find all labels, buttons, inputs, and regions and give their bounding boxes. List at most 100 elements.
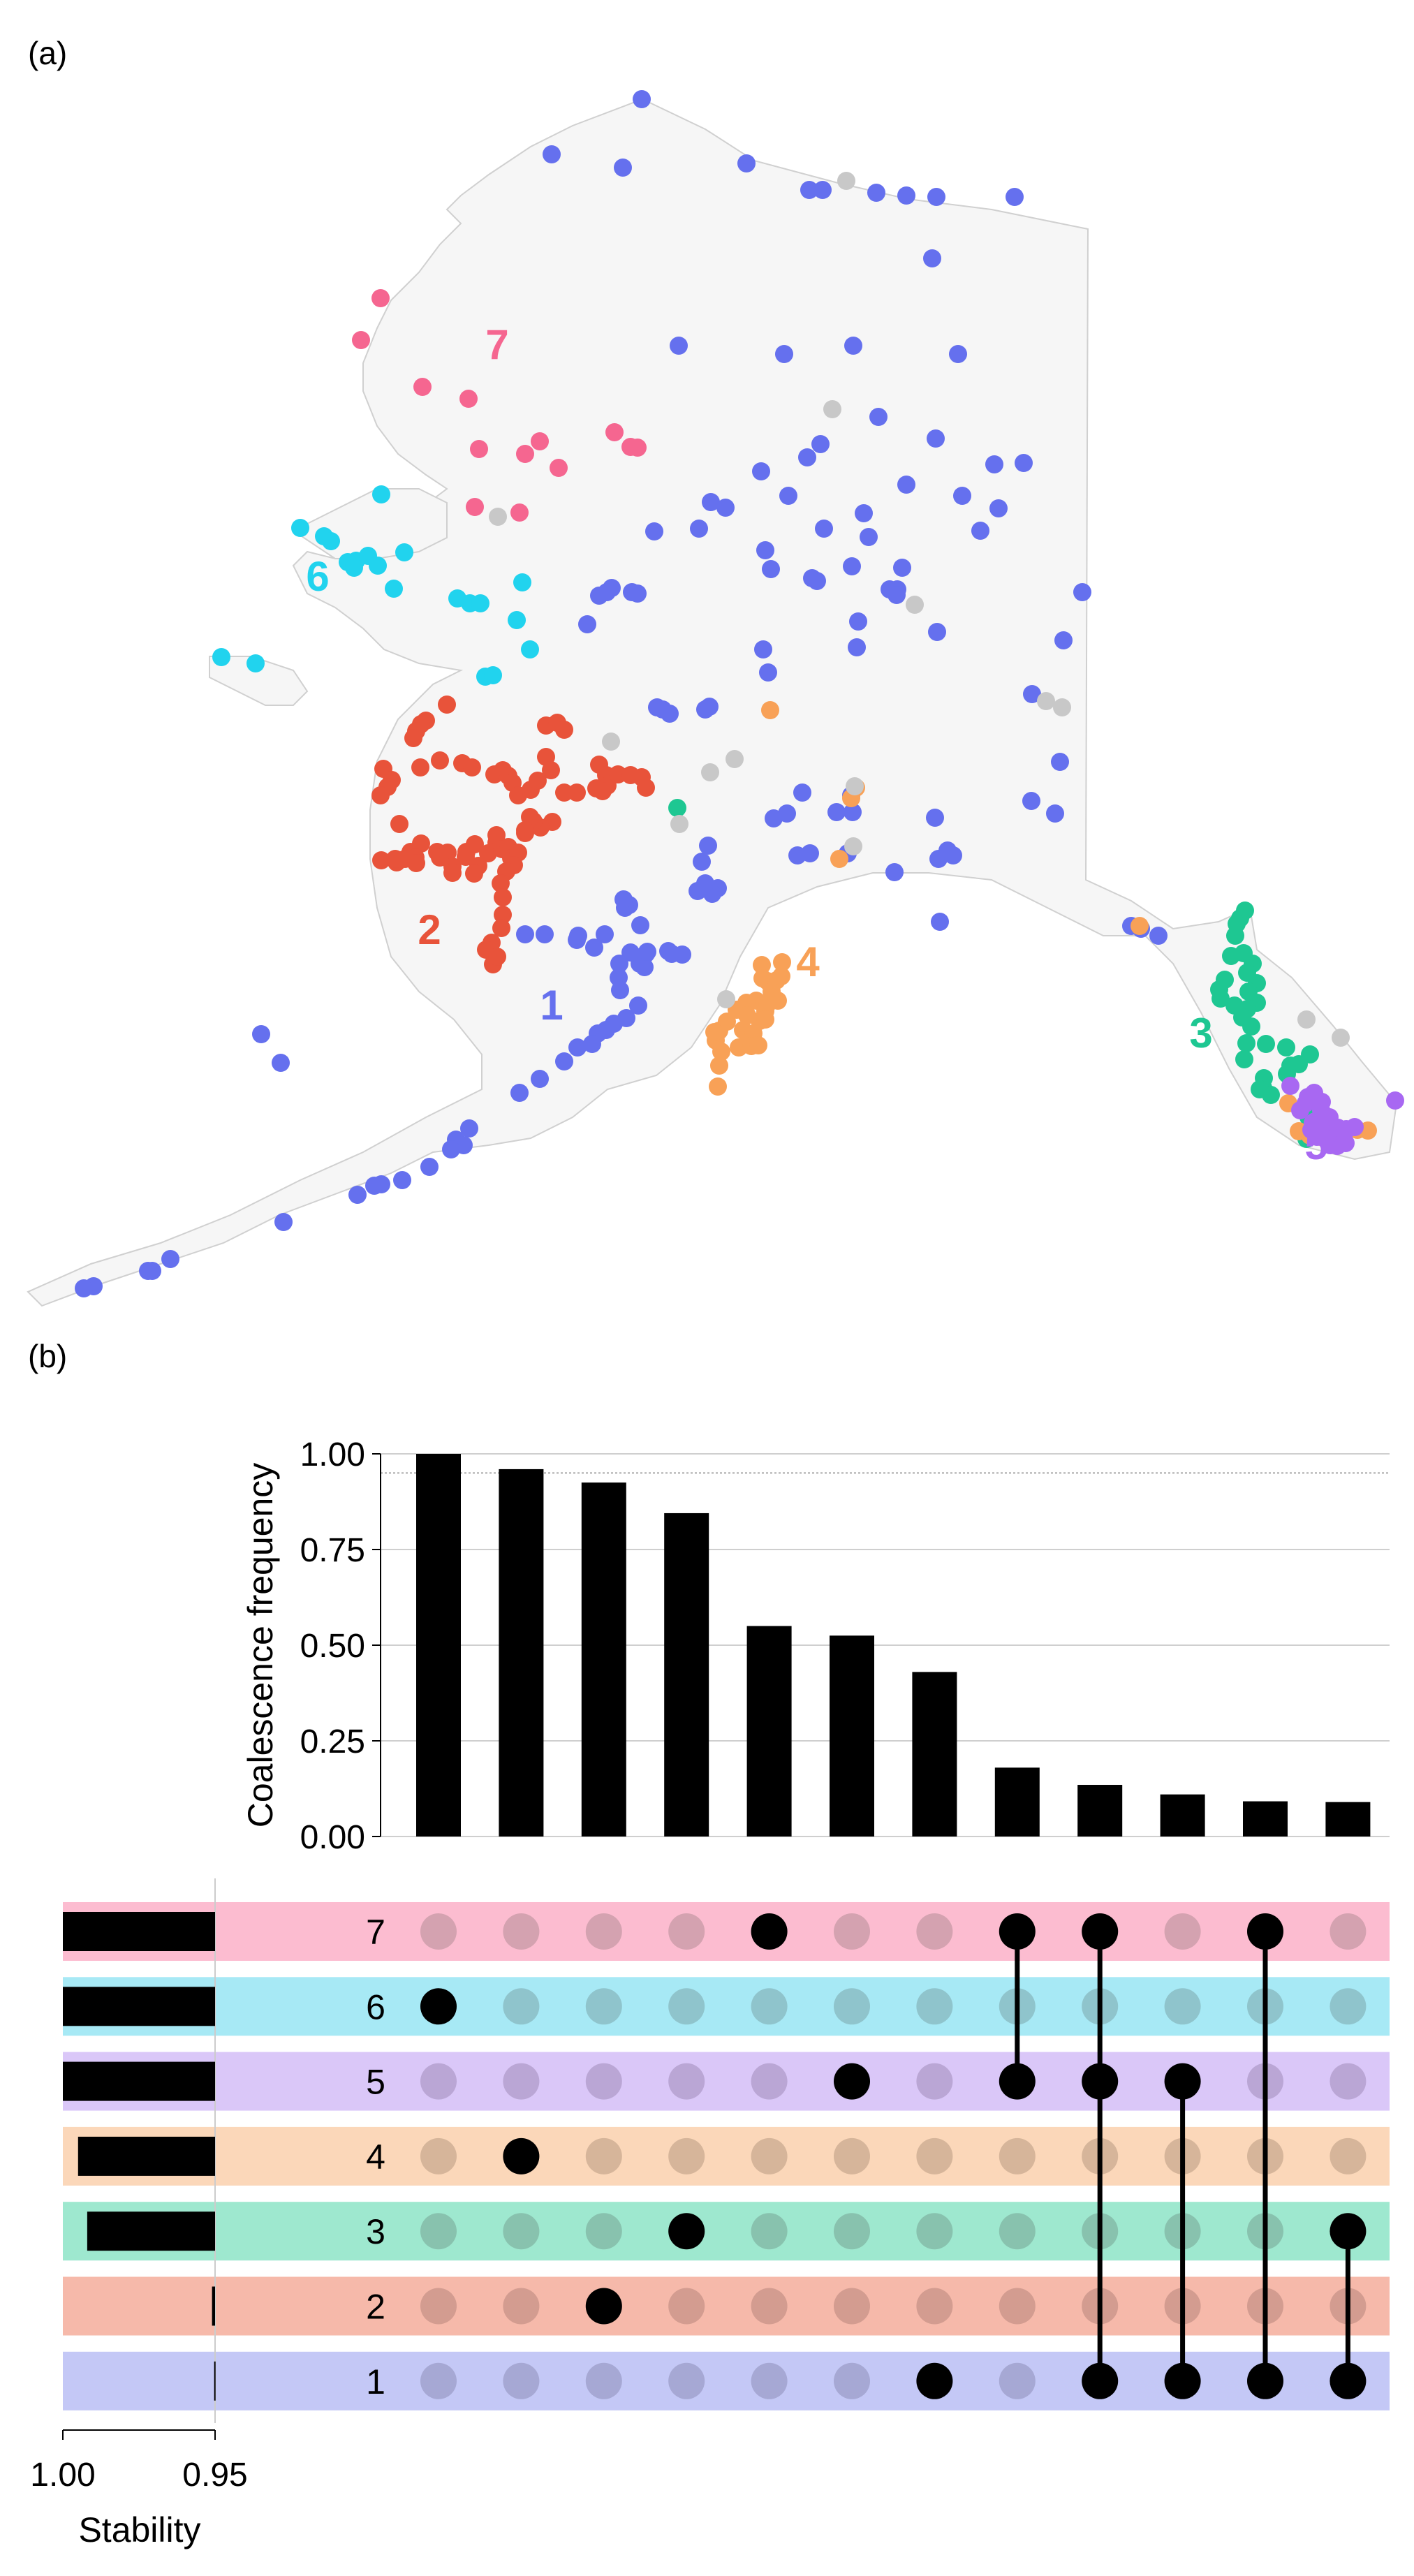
- matrix-dot-filled: [1330, 2213, 1367, 2250]
- matrix-dot-empty: [834, 1913, 870, 1950]
- map-point-region-2: [412, 834, 430, 853]
- map-point-region-2: [407, 854, 425, 872]
- alaska-map: 7 6 2 1 4 3 5: [27, 90, 1404, 1307]
- map-point-region-1: [844, 337, 862, 355]
- matrix-dot-empty: [834, 2137, 870, 2174]
- map-point-region-1: [139, 1262, 157, 1280]
- matrix-dot-empty: [503, 1988, 540, 2025]
- map-point-region-1: [1051, 753, 1069, 771]
- map-point-region-1: [775, 345, 793, 363]
- map-point-region-1: [702, 493, 720, 511]
- stability-bar-7: [63, 1912, 215, 1951]
- matrix-dot-empty: [751, 2063, 788, 2100]
- matrix-dot-filled: [585, 2288, 622, 2325]
- region-label-5: 5: [1304, 1121, 1327, 1168]
- matrix-dot-empty: [916, 2137, 953, 2174]
- matrix-dot-filled: [1330, 2362, 1367, 2399]
- region-label-4: 4: [796, 939, 820, 985]
- matrix-dot-empty: [751, 2288, 788, 2325]
- matrix-dot-empty: [751, 1988, 788, 2025]
- map-point-region-1: [927, 188, 945, 206]
- matrix-dot-empty: [999, 2137, 1036, 2174]
- map-point-region-2: [587, 779, 605, 797]
- bar-column-6: [830, 1635, 874, 1837]
- map-point-region-2: [439, 844, 457, 862]
- map-point-region-g: [726, 750, 744, 768]
- map-point-region-1: [1046, 804, 1064, 823]
- matrix-dot-empty: [585, 2362, 622, 2399]
- matrix-dot-filled: [999, 2063, 1036, 2100]
- map-point-region-3: [1277, 1038, 1295, 1057]
- map-point-region-g: [701, 763, 719, 781]
- bar-column-8: [994, 1767, 1040, 1837]
- map-point-region-1: [75, 1279, 93, 1297]
- map-point-region-7: [628, 439, 647, 457]
- bar-column-5: [746, 1626, 792, 1837]
- map-point-region-1: [848, 638, 866, 656]
- bar-column-12: [1325, 1802, 1371, 1837]
- matrix-dot-empty: [668, 1988, 705, 2025]
- map-point-region-1: [971, 522, 989, 540]
- map-point-region-2: [529, 772, 547, 790]
- map-point-region-4: [705, 1023, 723, 1041]
- y-tick-label: 0.50: [300, 1628, 365, 1665]
- map-point-region-7: [466, 498, 484, 516]
- matrix-row-label-5: 5: [366, 2063, 385, 2102]
- matrix-dot-empty: [1330, 2063, 1367, 2100]
- map-point-region-1: [803, 569, 821, 587]
- map-point-region-1: [442, 1140, 460, 1158]
- map-point-region-6: [521, 640, 539, 658]
- region-label-2: 2: [418, 906, 441, 953]
- matrix-dot-empty: [999, 2362, 1036, 2399]
- map-point-region-1: [635, 958, 654, 976]
- bar-column-4: [664, 1513, 709, 1837]
- map-point-region-1: [800, 181, 818, 199]
- matrix-dot-empty: [585, 2063, 622, 2100]
- map-point-region-1: [1149, 927, 1168, 945]
- map-point-region-g: [823, 400, 841, 418]
- matrix-dot-empty: [916, 2213, 953, 2250]
- matrix-dot-empty: [420, 2063, 457, 2100]
- y-axis-label: Coalescence frequency: [241, 1463, 280, 1828]
- map-point-region-7: [510, 503, 529, 522]
- map-point-region-1: [621, 943, 640, 962]
- map-point-region-4: [710, 1057, 728, 1075]
- map-point-region-1: [949, 345, 967, 363]
- map-point-region-6: [508, 611, 526, 629]
- matrix-dot-empty: [834, 2213, 870, 2250]
- matrix-dot-empty: [420, 2288, 457, 2325]
- map-point-region-7: [550, 459, 568, 477]
- matrix-dot-empty: [834, 2288, 870, 2325]
- map-point-region-6: [484, 666, 502, 684]
- map-point-region-1: [931, 913, 949, 931]
- map-point-region-3: [1237, 1034, 1255, 1052]
- coalescence-bar-chart: 0.00 0.25 0.50 0.75 1.00 Coalescence frequen…: [241, 1436, 1390, 1856]
- map-point-region-4: [753, 969, 772, 987]
- map-point-region-1: [985, 455, 1003, 473]
- matrix-dot-empty: [1330, 2137, 1367, 2174]
- map-point-region-1: [754, 640, 772, 658]
- map-point-region-2: [371, 786, 390, 804]
- map-point-region-1: [867, 184, 885, 202]
- map-point-region-1: [568, 1038, 587, 1057]
- map-point-region-1: [161, 1250, 179, 1268]
- map-point-region-1: [673, 945, 691, 964]
- matrix-dot-empty: [834, 1988, 870, 2025]
- matrix-dot-filled: [420, 1988, 457, 2025]
- bar-column-11: [1243, 1801, 1288, 1837]
- matrix-dot-filled: [1082, 2362, 1119, 2399]
- matrix-dot-empty: [420, 2362, 457, 2399]
- map-point-region-1: [252, 1025, 270, 1043]
- map-point-region-2: [488, 948, 506, 966]
- map-point-region-3: [1235, 1050, 1253, 1068]
- map-point-region-1: [1006, 188, 1024, 206]
- map-point-region-7: [470, 440, 488, 458]
- map-point-region-2: [487, 826, 506, 844]
- matrix-dot-empty: [503, 2362, 540, 2399]
- map-point-region-1: [928, 623, 946, 641]
- matrix-dot-empty: [668, 1913, 705, 1950]
- map-point-region-3: [668, 799, 686, 817]
- matrix-dot-empty: [668, 2362, 705, 2399]
- matrix-dot-filled: [668, 2213, 705, 2250]
- stability-axis-label: Stability: [78, 2510, 200, 2549]
